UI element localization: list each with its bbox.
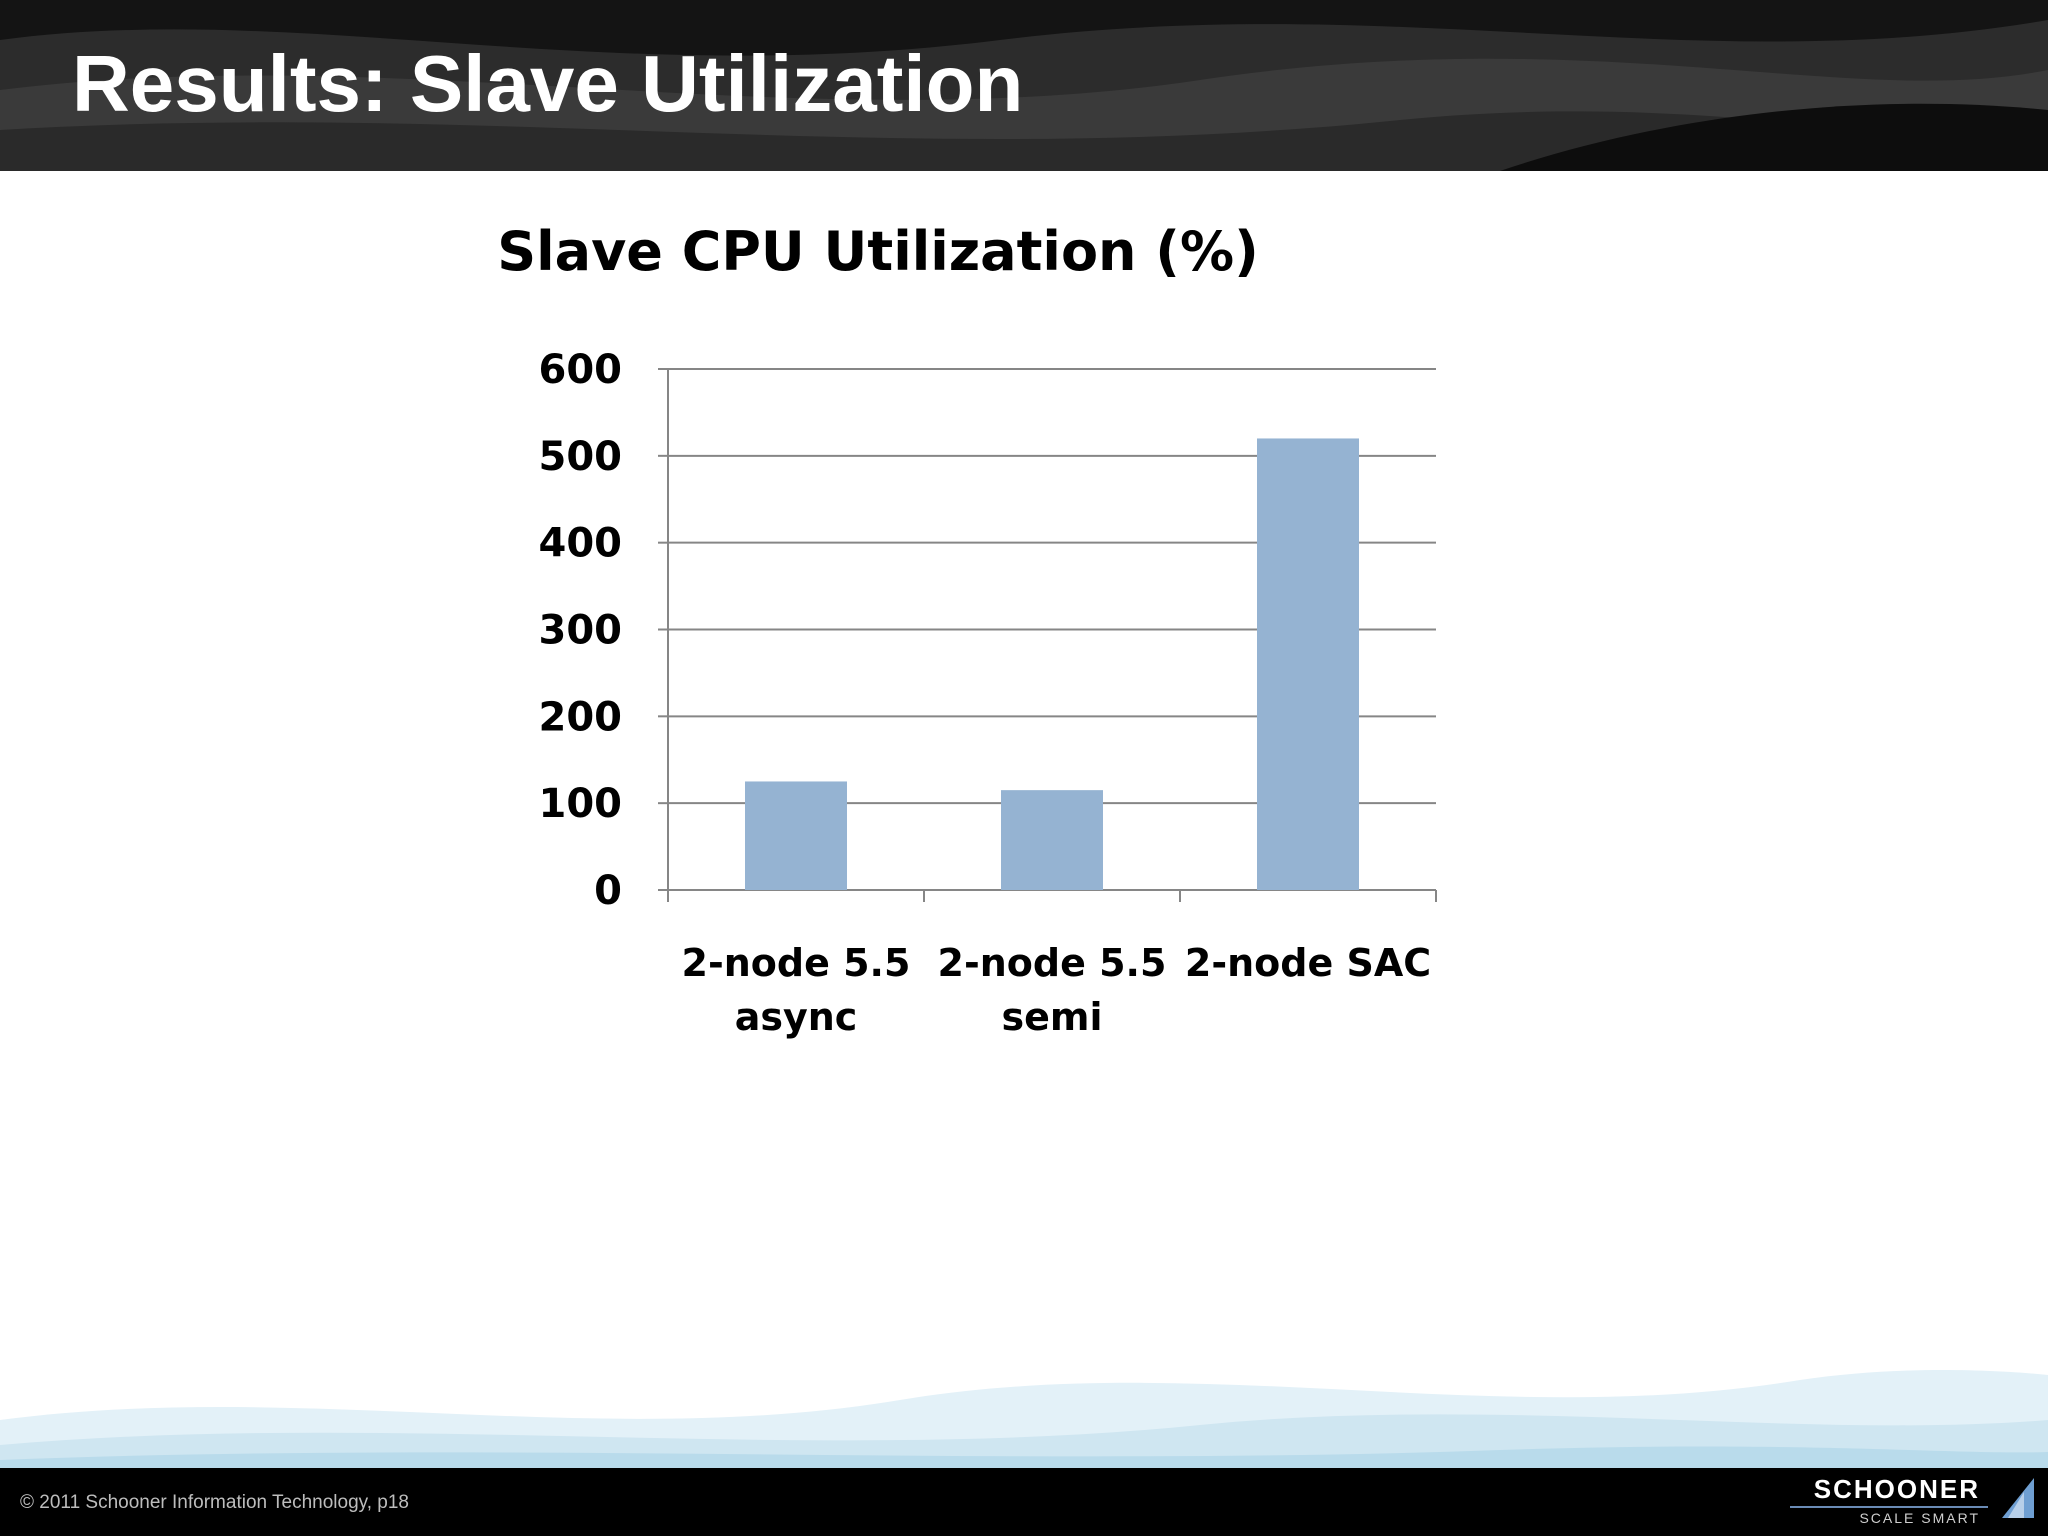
logo-tagline: SCALE SMART: [1859, 1510, 1980, 1526]
y-tick-label: 600: [539, 347, 623, 393]
y-tick-label: 400: [539, 521, 623, 567]
x-tick-label: 2-node SAC: [1185, 941, 1431, 985]
x-tick-label-line: async: [735, 995, 858, 1039]
company-logo: SCHOONER SCALE SMART: [1788, 1472, 2038, 1532]
y-tick-label: 300: [539, 608, 623, 654]
x-tick-label-line: 2-node 5.5: [938, 941, 1167, 985]
x-tick-label: 2-node 5.5 async: [682, 941, 911, 1039]
header-wave-background: [0, 0, 2048, 171]
bottom-wave-decoration: [0, 1370, 2048, 1468]
bar: [1001, 790, 1103, 890]
x-tick-label-line: 2-node 5.5: [682, 941, 911, 985]
bar: [745, 781, 847, 890]
chart-title: Slave CPU Utilization (%): [497, 220, 1259, 283]
y-tick-label: 200: [539, 694, 623, 740]
y-tick-label: 100: [539, 781, 623, 827]
x-tick-label: 2-node 5.5 semi: [938, 941, 1167, 1039]
logo-divider: [1790, 1506, 1988, 1508]
copyright-text: © 2011 Schooner Information Technology, …: [20, 1492, 409, 1513]
bar-chart: Slave CPU Utilization (%) 0 100 200 300 400 50…: [497, 220, 1437, 1039]
logo-name: SCHOONER: [1813, 1474, 1980, 1504]
bar: [1257, 438, 1359, 890]
x-tick-label-line: 2-node SAC: [1185, 941, 1431, 985]
slide-header: Results: Slave Utilization: [0, 0, 2048, 171]
sail-icon: [2002, 1478, 2034, 1518]
y-tick-label: 0: [594, 868, 622, 914]
x-tick-label-line: semi: [1001, 995, 1102, 1039]
page-title: Results: Slave Utilization: [72, 39, 1024, 128]
y-tick-label: 500: [539, 434, 623, 480]
slide-footer: © 2011 Schooner Information Technology, …: [0, 1468, 2048, 1536]
